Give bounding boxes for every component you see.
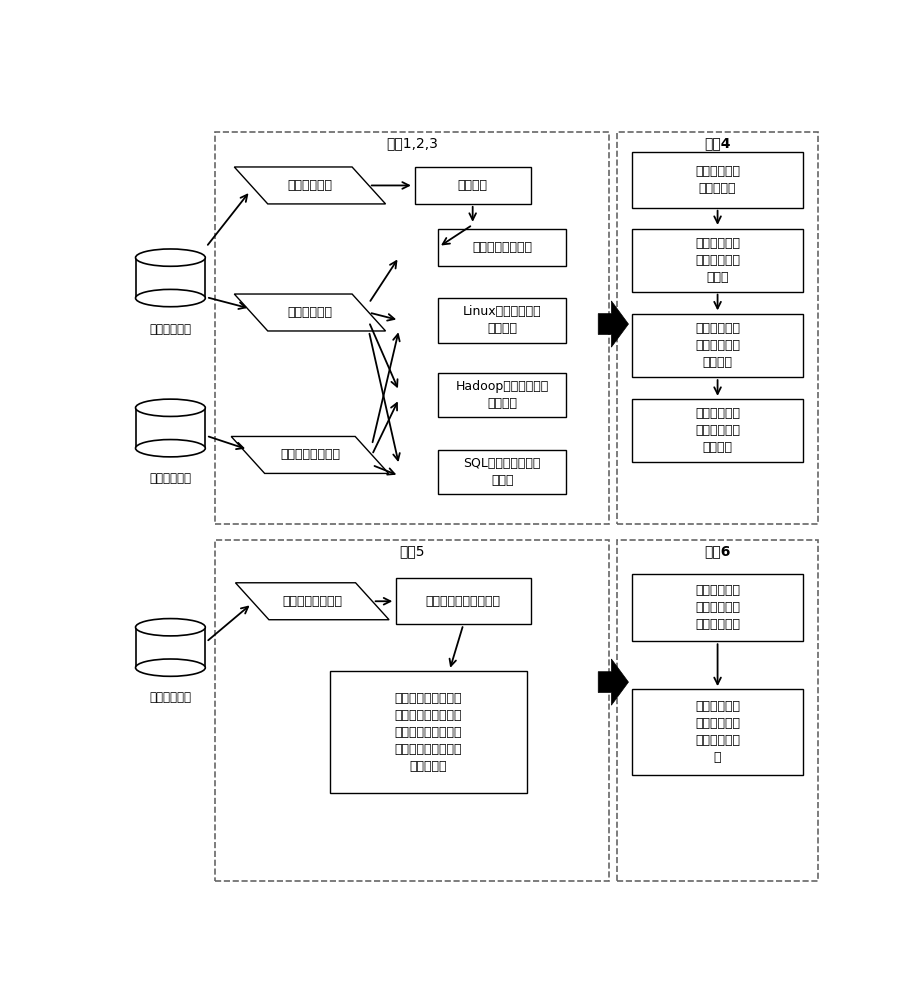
Text: 基于概率融合
概率计算用户
总体风险概率: 基于概率融合 概率计算用户 总体风险概率 (695, 584, 740, 631)
Bar (617, 132, 818, 524)
FancyBboxPatch shape (633, 152, 802, 208)
Ellipse shape (136, 659, 205, 676)
Text: 网络安全设备: 网络安全设备 (149, 323, 192, 336)
FancyBboxPatch shape (438, 229, 566, 266)
FancyBboxPatch shape (633, 399, 802, 462)
Polygon shape (234, 294, 385, 331)
Text: 用户危险指令清单: 用户危险指令清单 (280, 448, 340, 461)
Polygon shape (236, 583, 389, 620)
Text: 用户日志数据: 用户日志数据 (287, 306, 333, 319)
Text: 在各特征值集
上训练高斯混
合模型: 在各特征值集 上训练高斯混 合模型 (695, 237, 740, 284)
Text: 步骤6: 步骤6 (704, 544, 731, 558)
FancyBboxPatch shape (438, 450, 566, 494)
FancyBboxPatch shape (330, 671, 527, 793)
Text: 当日用户日志数据: 当日用户日志数据 (282, 595, 342, 608)
Text: 将用户危险行为特征
按不同特征维度输入
对应高斯混合模型得
到各用户当日的风险
分级概率集: 将用户危险行为特征 按不同特征维度输入 对应高斯混合模型得 到各用户当日的风险 … (394, 692, 462, 773)
Bar (215, 540, 609, 881)
FancyBboxPatch shape (438, 298, 566, 343)
FancyArrow shape (598, 301, 628, 347)
FancyBboxPatch shape (633, 229, 802, 292)
Ellipse shape (136, 289, 205, 307)
FancyBboxPatch shape (395, 578, 531, 624)
Text: 网络安全设备: 网络安全设备 (149, 691, 192, 704)
Text: 单日越权操作频次: 单日越权操作频次 (472, 241, 532, 254)
Ellipse shape (136, 619, 205, 636)
FancyBboxPatch shape (438, 373, 566, 417)
Text: 按特征维度划
分特征值集: 按特征维度划 分特征值集 (695, 165, 740, 195)
Text: 用户权限数据: 用户权限数据 (287, 179, 333, 192)
Text: 步骤1,2,3: 步骤1,2,3 (386, 136, 438, 150)
Text: 权限信息: 权限信息 (458, 179, 488, 192)
Text: 基于总体风险
概率对高危用
户进行风险预
警: 基于总体风险 概率对高危用 户进行风险预 警 (695, 700, 740, 764)
Bar (136, 408, 205, 448)
Text: SQL危险指令单日使
用频次: SQL危险指令单日使 用频次 (463, 457, 541, 487)
Ellipse shape (136, 440, 205, 457)
Text: 用户行为规范: 用户行为规范 (149, 472, 192, 485)
Ellipse shape (136, 399, 205, 416)
Text: Hadoop危险指令单日
使用频次: Hadoop危险指令单日 使用频次 (456, 380, 548, 410)
Text: 当日用户危险行为特征: 当日用户危险行为特征 (425, 595, 501, 608)
Text: 对高斯混合模
型按高斯分量
进行分级: 对高斯混合模 型按高斯分量 进行分级 (695, 322, 740, 369)
Text: 步骤4: 步骤4 (704, 136, 731, 150)
Bar (136, 258, 205, 298)
Bar (215, 132, 609, 524)
FancyBboxPatch shape (414, 167, 531, 204)
Text: 储存四个特征
维度上的高斯
混合模型: 储存四个特征 维度上的高斯 混合模型 (695, 407, 740, 454)
FancyBboxPatch shape (633, 314, 802, 377)
Ellipse shape (136, 249, 205, 266)
FancyBboxPatch shape (633, 574, 802, 641)
Bar (617, 540, 818, 881)
Bar (136, 627, 205, 668)
Polygon shape (234, 167, 385, 204)
Polygon shape (231, 436, 389, 473)
FancyArrow shape (598, 659, 628, 705)
FancyBboxPatch shape (633, 689, 802, 775)
Text: 步骤5: 步骤5 (400, 544, 425, 558)
Text: Linux危险指令单日
使用频次: Linux危险指令单日 使用频次 (463, 305, 541, 335)
